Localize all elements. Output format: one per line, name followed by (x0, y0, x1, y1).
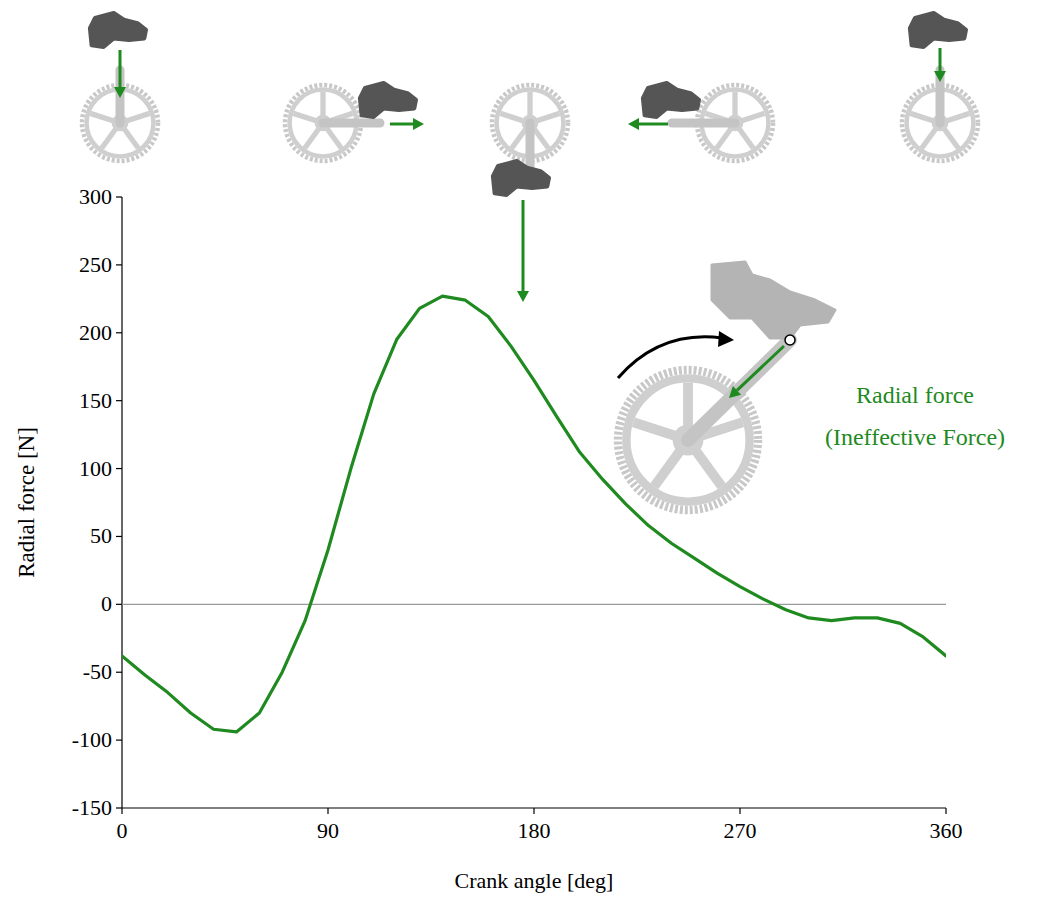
y-tick-label: 50 (90, 523, 112, 548)
annotation: (Ineffective Force) (825, 424, 1005, 450)
force-arrow-head (628, 118, 639, 130)
inset-illustration (618, 262, 835, 510)
x-tick (121, 808, 122, 814)
force-arrow (522, 200, 525, 291)
force-arrow-head (413, 118, 424, 130)
y-tick-label: 300 (79, 184, 112, 209)
force-arrow-head (114, 87, 126, 98)
radial-force-line (122, 296, 946, 732)
shoe (910, 13, 966, 47)
force-arrow (939, 48, 942, 71)
shoe (493, 161, 549, 195)
x-tick (327, 808, 328, 814)
x-tick-label: 360 (930, 818, 963, 843)
y-axis-line (121, 197, 122, 808)
crank-arm (688, 340, 790, 440)
shoe (712, 262, 835, 338)
x-tick-label: 90 (317, 818, 339, 843)
y-tick-label: 0 (101, 591, 112, 616)
shoe (360, 83, 416, 117)
y-axis-title: Radial force [N] (14, 427, 39, 578)
y-tick (116, 332, 122, 333)
crank-arm (672, 119, 735, 128)
y-tick (116, 604, 122, 605)
zero-line (122, 604, 946, 605)
y-tick-label: 250 (79, 252, 112, 277)
inset-shoe (712, 262, 835, 338)
y-tick (116, 740, 122, 741)
x-tick (945, 808, 946, 814)
crank-arm (323, 119, 380, 128)
y-tick (116, 400, 122, 401)
y-tick-label: 150 (79, 388, 112, 413)
force-arrow-head (934, 71, 946, 82)
y-tick (116, 264, 122, 265)
y-tick (116, 468, 122, 469)
y-tick-label: -100 (72, 727, 112, 752)
force-arrow (119, 50, 122, 87)
x-tick-label: 0 (117, 818, 128, 843)
rotation-arrow-head (718, 331, 734, 347)
force-arrow (639, 123, 668, 126)
y-tick-label: -50 (83, 659, 112, 684)
x-tick-label: 180 (518, 818, 551, 843)
y-tick-label: 200 (79, 320, 112, 345)
annotation: Radial force (856, 382, 974, 408)
shoe (643, 83, 699, 117)
rotation-arrow (618, 337, 722, 378)
shoe (90, 13, 146, 47)
force-arrow-head (729, 386, 741, 398)
x-tick-label: 270 (724, 818, 757, 843)
y-tick-label: -150 (72, 795, 112, 820)
y-tick (116, 807, 122, 808)
force-arrow-head (517, 291, 529, 302)
illustrations (82, 13, 978, 302)
x-tick (739, 808, 740, 814)
plot-area (122, 296, 946, 732)
axes: -150 -100 -50 0 50 100 150 200 250 300 0 90 180 270 36… (72, 184, 963, 843)
y-tick (116, 672, 122, 673)
x-axis-title: Crank angle [deg] (455, 868, 614, 893)
pedal-point (785, 335, 795, 345)
force-arrow (737, 346, 784, 390)
x-tick (533, 808, 534, 814)
y-tick (116, 196, 122, 197)
y-tick (116, 536, 122, 537)
chart: -150 -100 -50 0 50 100 150 200 250 300 0 90 180 270 36… (0, 0, 1045, 902)
force-arrow (390, 123, 413, 126)
y-tick-label: 100 (79, 456, 112, 481)
